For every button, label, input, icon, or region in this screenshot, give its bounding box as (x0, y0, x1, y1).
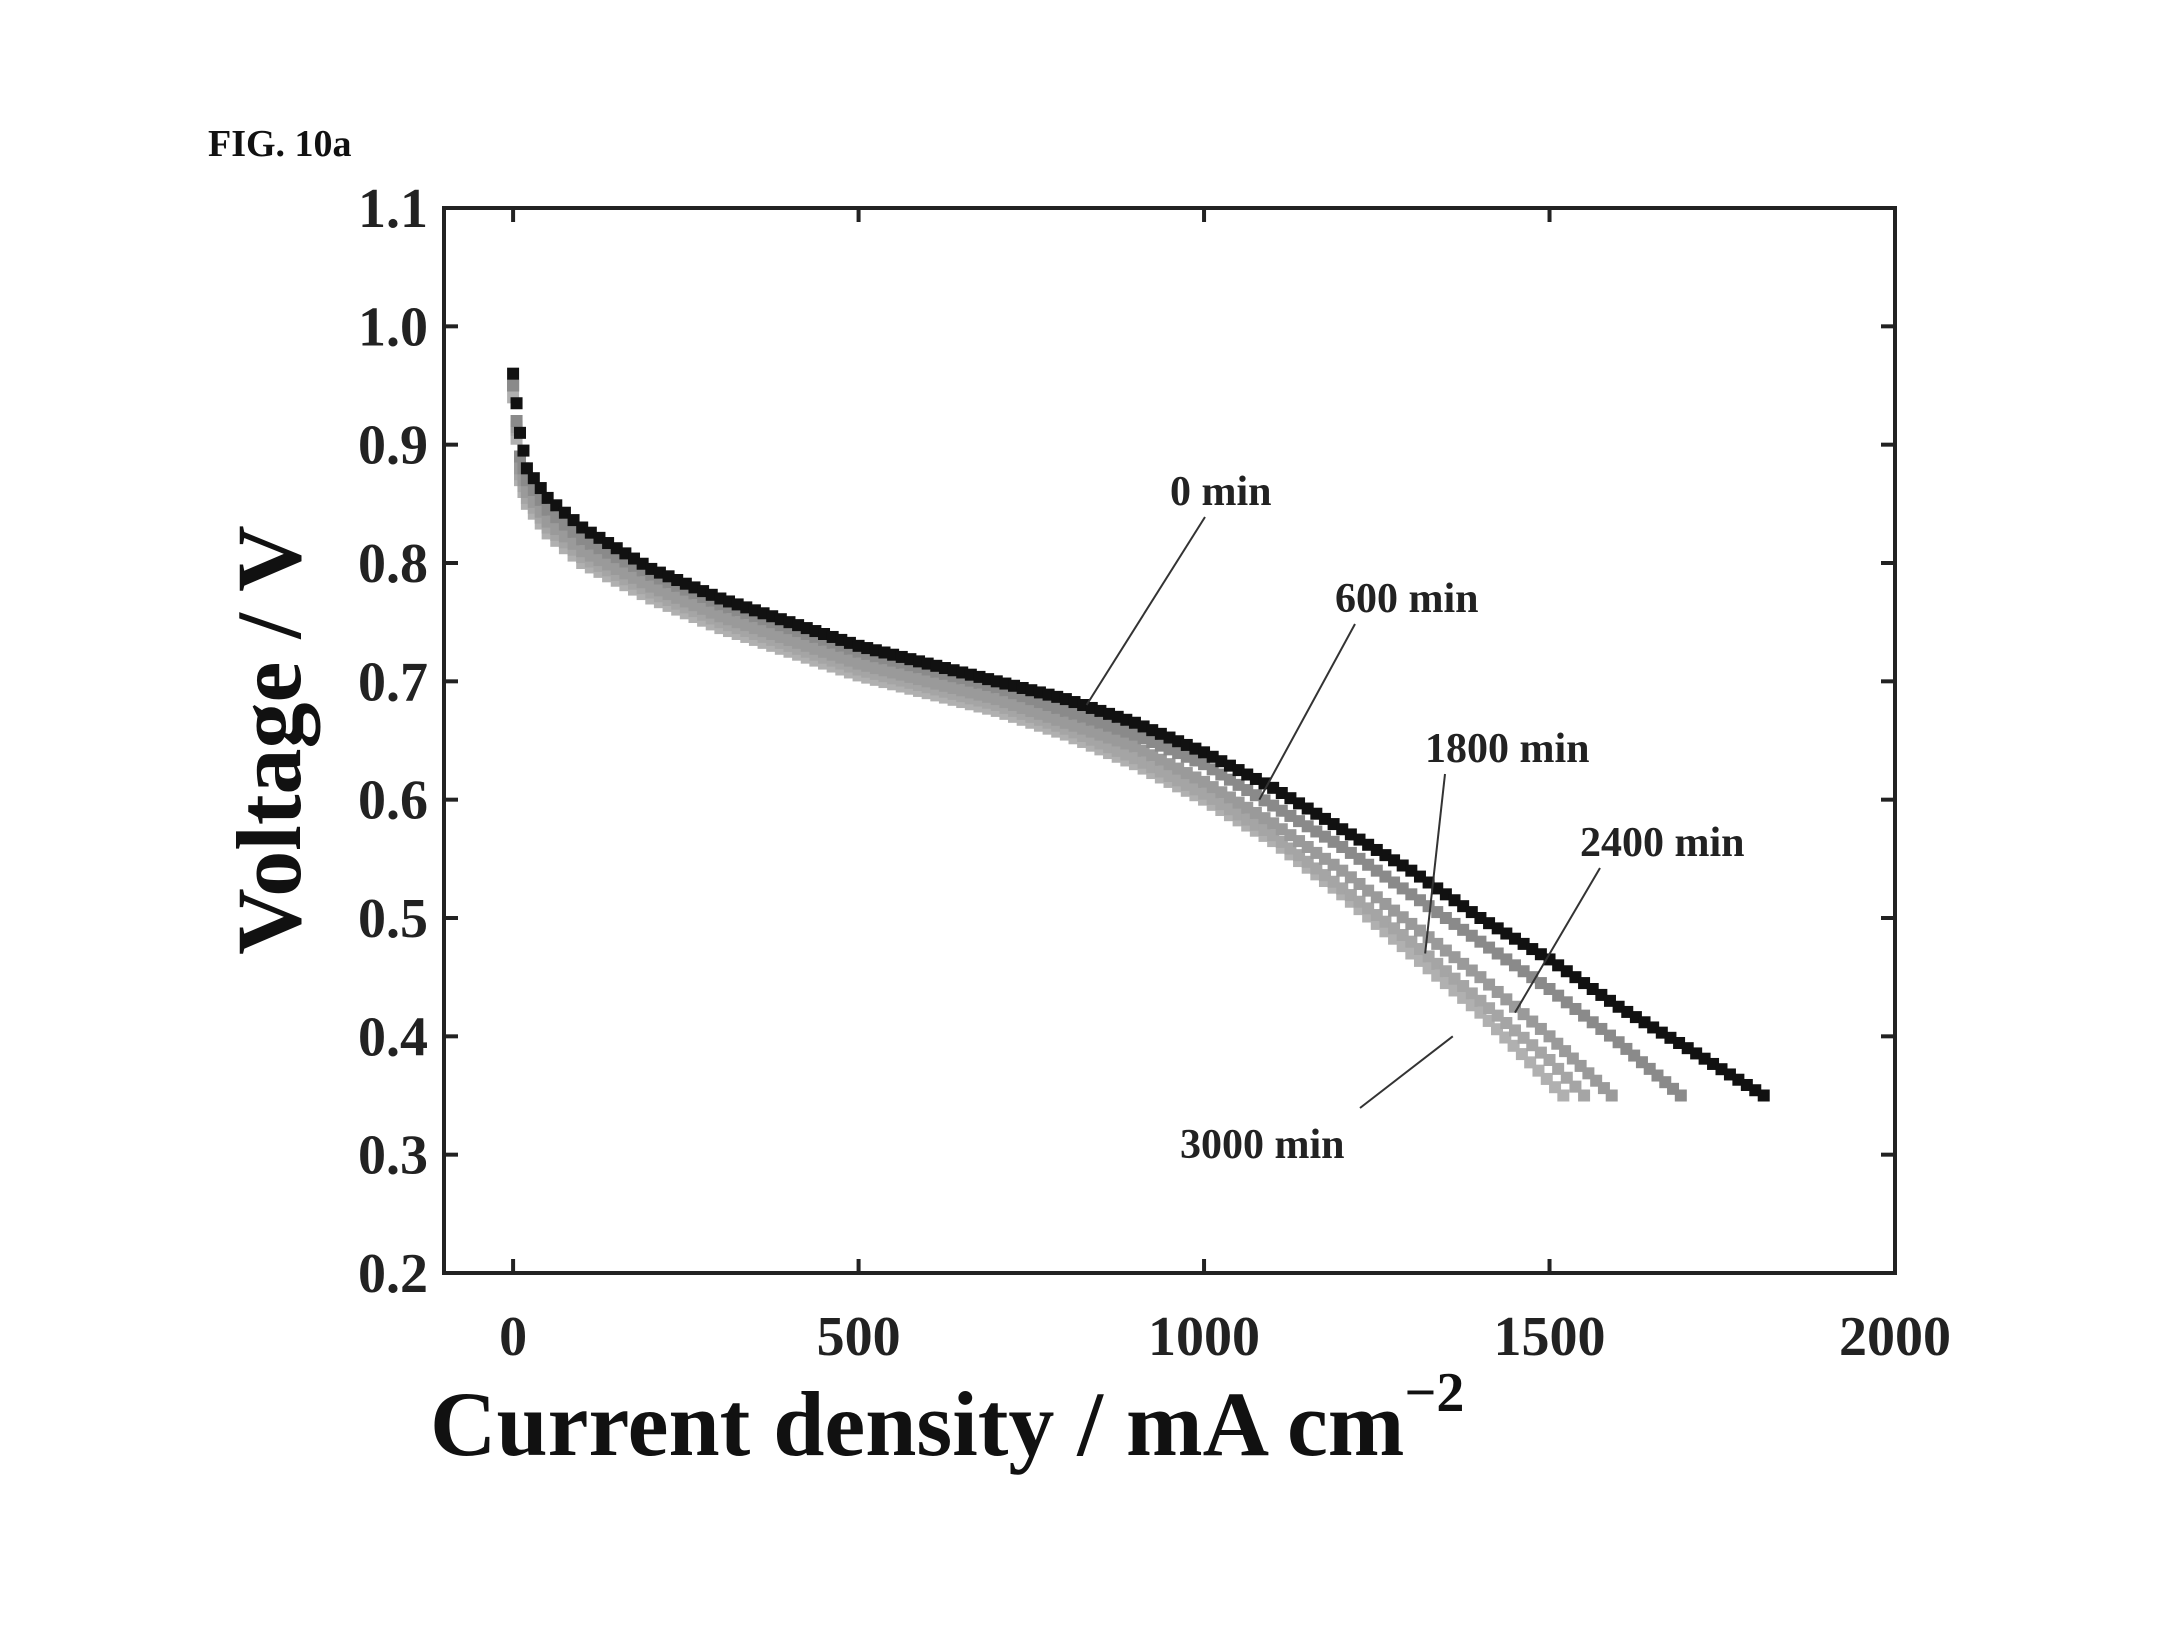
annotation-leader-line (1259, 624, 1355, 800)
y-tick-label: 1.1 (358, 178, 428, 240)
annotation-label: 0 min (1170, 469, 1272, 515)
data-point (1675, 1090, 1687, 1102)
y-axis-title: Voltage / V (218, 525, 320, 954)
data-point (1557, 1090, 1569, 1102)
x-tick-label: 0 (499, 1306, 527, 1368)
y-tick-label: 0.4 (358, 1006, 428, 1068)
x-axis-title-sup: −2 (1404, 1362, 1464, 1424)
data-point (507, 368, 519, 380)
annotation-leader-line (1087, 517, 1205, 705)
y-tick-label: 0.5 (358, 888, 428, 950)
data-point (1606, 1090, 1618, 1102)
data-point (507, 380, 519, 392)
annotation-label: 1800 min (1425, 726, 1590, 772)
annotation-leader-line (1425, 774, 1445, 954)
annotation-label: 3000 min (1180, 1122, 1345, 1168)
chart: 0 500 1000 1500 2000 0.2 0.3 0.4 0.5 0.6 0.7 0.8 0.9… (0, 0, 2164, 1642)
y-tick-label: 0.7 (358, 651, 428, 713)
data-point (517, 445, 529, 457)
y-tick-label: 0.3 (358, 1125, 428, 1187)
y-tick-label: 1.0 (358, 296, 428, 358)
y-tick-label: 0.8 (358, 533, 428, 595)
x-tick-label: 2000 (1839, 1306, 1951, 1368)
data-point (1578, 1090, 1590, 1102)
x-tick-label: 1000 (1148, 1306, 1260, 1368)
series-3000-min (507, 391, 1569, 1101)
data-point (1758, 1090, 1770, 1102)
y-tick-label: 0.6 (358, 770, 428, 832)
x-tick-label: 1500 (1494, 1306, 1606, 1368)
y-tick-label: 0.2 (358, 1243, 428, 1305)
x-axis-title-main: Current density / mA cm (430, 1373, 1404, 1475)
x-axis-title: Current density / mA cm−2 (430, 1362, 1464, 1475)
data-point (511, 415, 523, 427)
annotation-leader-line (1360, 1036, 1453, 1108)
data-point (511, 397, 523, 409)
annotation-label: 600 min (1335, 576, 1479, 622)
y-tick-label: 0.9 (358, 415, 428, 477)
x-tick-label: 500 (817, 1306, 901, 1368)
annotation-label: 2400 min (1580, 820, 1745, 866)
data-point (514, 427, 526, 439)
